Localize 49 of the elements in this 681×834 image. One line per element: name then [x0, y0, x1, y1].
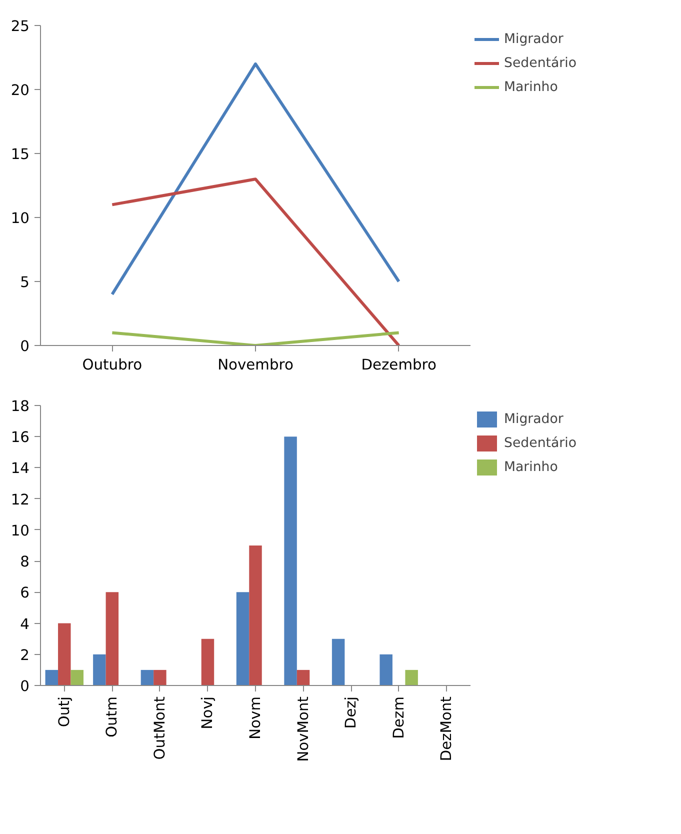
x-tick-label: Outubro	[82, 356, 142, 374]
bar	[93, 654, 106, 686]
x-tick-label: Outj	[56, 696, 73, 728]
bar	[70, 670, 84, 686]
x-tick-label: Novj	[199, 696, 216, 730]
y-tick-label: 10	[10, 210, 30, 227]
legend-label: Marinho	[504, 80, 558, 94]
y-tick-label: 0	[20, 678, 30, 695]
x-tick-label: Novm	[247, 696, 264, 740]
x-tick-label: Outm	[104, 696, 121, 738]
x-tick-label: Novembro	[218, 356, 294, 374]
x-tick-label: Dezembro	[361, 356, 436, 374]
x-tick-label: OutMont	[151, 696, 168, 760]
y-tick-label: 6	[20, 584, 30, 602]
bar	[380, 654, 392, 686]
y-tick-label: 16	[10, 429, 30, 446]
bar	[249, 546, 262, 686]
bar	[140, 670, 154, 686]
legend-label: Marinho	[504, 460, 558, 474]
bar	[405, 670, 418, 686]
bar	[106, 592, 119, 686]
y-tick-label: 15	[10, 146, 30, 163]
bar	[284, 436, 297, 686]
x-tick-label: NovMont	[294, 696, 312, 762]
bar	[45, 670, 58, 686]
bar	[236, 592, 250, 686]
x-tick-label: DezMont	[438, 696, 456, 762]
y-tick-label: 8	[20, 554, 30, 571]
y-tick-label: 25	[10, 18, 30, 35]
bar	[154, 670, 166, 686]
x-tick-label: Dezm	[390, 696, 408, 739]
legend-label: Migrador	[504, 412, 564, 426]
x-tick-label: Dezj	[342, 696, 360, 729]
bar	[332, 638, 345, 686]
y-tick-label: 12	[10, 491, 30, 508]
y-tick-label: 5	[20, 274, 30, 291]
legend-label: Migrador	[504, 32, 564, 46]
y-tick-label: 10	[10, 522, 30, 540]
bar	[201, 638, 214, 686]
bar	[296, 670, 310, 686]
y-tick-label: 2	[20, 646, 30, 664]
y-tick-label: 18	[10, 398, 30, 415]
bar	[58, 623, 71, 686]
legend-label: Sedentário	[504, 436, 576, 450]
y-tick-label: 4	[20, 616, 30, 633]
y-tick-label: 0	[20, 338, 30, 355]
y-tick-label: 20	[10, 82, 30, 99]
legend-label: Sedentário	[504, 56, 576, 70]
y-tick-label: 14	[10, 460, 30, 478]
